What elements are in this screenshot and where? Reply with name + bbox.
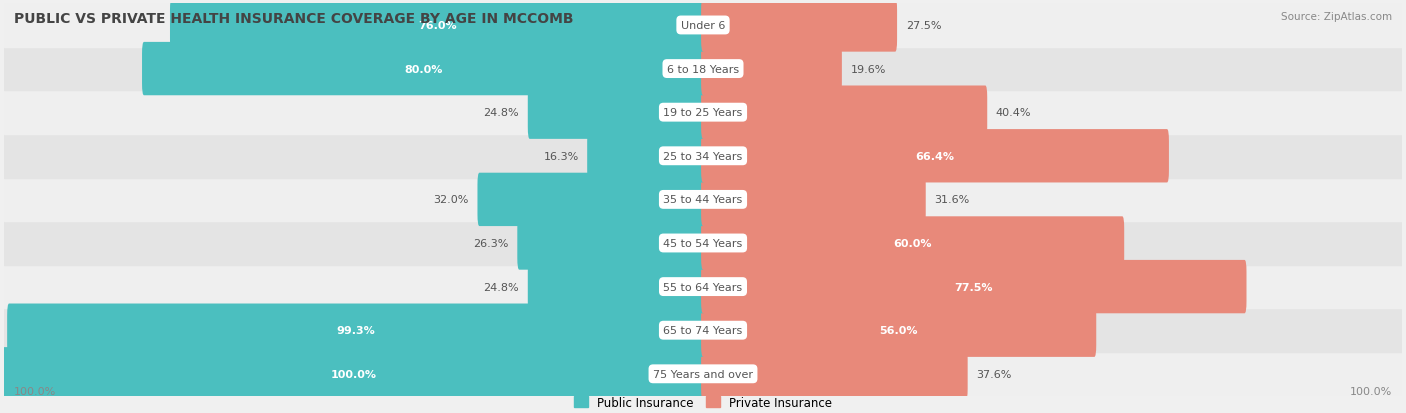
Text: 77.5%: 77.5% bbox=[955, 282, 993, 292]
FancyBboxPatch shape bbox=[527, 260, 704, 313]
Text: 37.6%: 37.6% bbox=[976, 369, 1012, 379]
FancyBboxPatch shape bbox=[478, 173, 704, 226]
Text: 65 to 74 Years: 65 to 74 Years bbox=[664, 325, 742, 335]
Text: 75 Years and over: 75 Years and over bbox=[652, 369, 754, 379]
Text: 16.3%: 16.3% bbox=[543, 152, 579, 161]
Text: 24.8%: 24.8% bbox=[484, 282, 519, 292]
Text: 100.0%: 100.0% bbox=[330, 369, 377, 379]
Legend: Public Insurance, Private Insurance: Public Insurance, Private Insurance bbox=[569, 391, 837, 413]
Text: 25 to 34 Years: 25 to 34 Years bbox=[664, 152, 742, 161]
Text: 26.3%: 26.3% bbox=[474, 238, 509, 248]
FancyBboxPatch shape bbox=[702, 260, 1247, 313]
Text: 45 to 54 Years: 45 to 54 Years bbox=[664, 238, 742, 248]
FancyBboxPatch shape bbox=[702, 304, 1097, 357]
FancyBboxPatch shape bbox=[702, 173, 925, 226]
Text: 60.0%: 60.0% bbox=[893, 238, 932, 248]
Text: 55 to 64 Years: 55 to 64 Years bbox=[664, 282, 742, 292]
Text: 32.0%: 32.0% bbox=[433, 195, 468, 205]
Text: 99.3%: 99.3% bbox=[336, 325, 375, 335]
Text: 76.0%: 76.0% bbox=[418, 21, 457, 31]
Bar bbox=[4, 4, 1402, 47]
Text: 40.4%: 40.4% bbox=[995, 108, 1032, 118]
Text: 19.6%: 19.6% bbox=[851, 64, 886, 74]
Bar bbox=[4, 47, 1402, 91]
Text: 100.0%: 100.0% bbox=[14, 387, 56, 396]
FancyBboxPatch shape bbox=[702, 86, 987, 140]
Text: 19 to 25 Years: 19 to 25 Years bbox=[664, 108, 742, 118]
FancyBboxPatch shape bbox=[702, 347, 967, 401]
Bar bbox=[4, 309, 1402, 352]
FancyBboxPatch shape bbox=[142, 43, 704, 96]
Text: 6 to 18 Years: 6 to 18 Years bbox=[666, 64, 740, 74]
Text: 31.6%: 31.6% bbox=[935, 195, 970, 205]
Text: 35 to 44 Years: 35 to 44 Years bbox=[664, 195, 742, 205]
Text: 24.8%: 24.8% bbox=[484, 108, 519, 118]
FancyBboxPatch shape bbox=[702, 0, 897, 52]
FancyBboxPatch shape bbox=[170, 0, 704, 52]
Text: 56.0%: 56.0% bbox=[879, 325, 918, 335]
FancyBboxPatch shape bbox=[702, 217, 1125, 270]
Bar bbox=[4, 265, 1402, 309]
Bar bbox=[4, 352, 1402, 396]
FancyBboxPatch shape bbox=[3, 347, 704, 401]
FancyBboxPatch shape bbox=[7, 304, 704, 357]
Bar bbox=[4, 135, 1402, 178]
Bar bbox=[4, 91, 1402, 135]
FancyBboxPatch shape bbox=[588, 130, 704, 183]
FancyBboxPatch shape bbox=[702, 43, 842, 96]
Text: 27.5%: 27.5% bbox=[905, 21, 941, 31]
Bar bbox=[4, 222, 1402, 265]
FancyBboxPatch shape bbox=[702, 130, 1168, 183]
Text: Source: ZipAtlas.com: Source: ZipAtlas.com bbox=[1281, 12, 1392, 22]
Text: 80.0%: 80.0% bbox=[405, 64, 443, 74]
Text: PUBLIC VS PRIVATE HEALTH INSURANCE COVERAGE BY AGE IN MCCOMB: PUBLIC VS PRIVATE HEALTH INSURANCE COVER… bbox=[14, 12, 574, 26]
Text: 66.4%: 66.4% bbox=[915, 152, 955, 161]
FancyBboxPatch shape bbox=[517, 217, 704, 270]
Bar bbox=[4, 178, 1402, 222]
Text: 100.0%: 100.0% bbox=[1350, 387, 1392, 396]
FancyBboxPatch shape bbox=[527, 86, 704, 140]
Text: Under 6: Under 6 bbox=[681, 21, 725, 31]
